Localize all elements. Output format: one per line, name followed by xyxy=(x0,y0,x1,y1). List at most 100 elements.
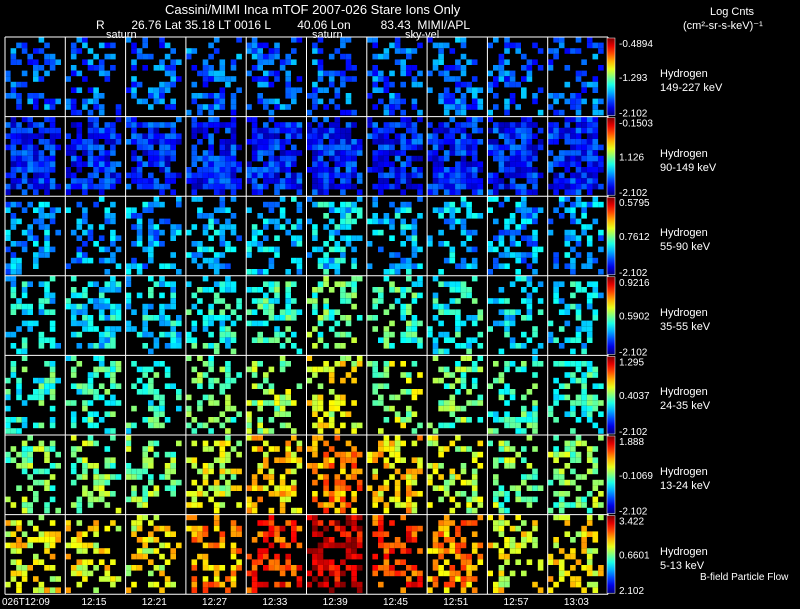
heatmap-cell xyxy=(547,133,554,139)
heatmap-cell xyxy=(521,394,527,401)
heatmap-cell xyxy=(21,207,28,213)
heatmap-cell xyxy=(406,496,412,503)
heatmap-cell xyxy=(27,139,33,145)
heatmap-cell xyxy=(213,514,220,521)
heatmap-panel xyxy=(306,514,363,593)
heatmap-cell xyxy=(328,570,335,577)
heatmap-cell xyxy=(164,303,171,310)
heatmap-cell xyxy=(466,246,472,253)
heatmap-cell xyxy=(460,133,467,139)
heatmap-cell xyxy=(191,257,198,264)
heatmap-cell xyxy=(148,315,154,321)
heatmap-cell xyxy=(592,109,599,116)
heatmap-cell xyxy=(5,496,11,503)
heatmap-cell xyxy=(417,183,423,190)
heatmap-cell xyxy=(230,320,237,327)
heatmap-panel xyxy=(125,514,182,593)
heatmap-cell xyxy=(98,93,105,99)
heatmap-cell xyxy=(291,257,297,264)
heatmap-cell xyxy=(427,326,433,332)
heatmap-cell xyxy=(586,468,593,475)
heatmap-cell xyxy=(246,502,252,508)
heatmap-cell xyxy=(406,155,412,162)
heatmap-cell xyxy=(142,246,148,253)
heatmap-cell xyxy=(55,377,61,384)
heatmap-cell xyxy=(104,570,111,577)
heatmap-cell xyxy=(509,150,516,156)
heatmap-cell xyxy=(38,246,45,253)
heatmap-cell xyxy=(279,400,286,406)
heatmap-cell xyxy=(279,155,286,162)
heatmap-cell xyxy=(378,337,384,343)
heatmap-cell xyxy=(592,172,599,179)
heatmap-cell xyxy=(564,411,571,417)
heatmap-cell xyxy=(213,281,220,287)
heatmap-cell xyxy=(581,440,587,447)
heatmap-cell xyxy=(213,440,220,447)
heatmap-cell xyxy=(257,520,263,526)
heatmap-cell xyxy=(33,93,39,99)
heatmap-cell xyxy=(323,422,329,429)
heatmap-cell xyxy=(411,525,418,532)
heatmap-cell xyxy=(49,366,56,373)
heatmap-cell xyxy=(351,537,357,543)
heatmap-cell xyxy=(340,422,346,429)
heatmap-cell xyxy=(570,446,576,452)
heatmap-cell xyxy=(76,48,83,54)
heatmap-cell xyxy=(110,372,116,378)
heatmap-cell xyxy=(432,435,439,441)
heatmap-cell xyxy=(389,451,395,458)
heatmap-cell xyxy=(317,553,324,560)
heatmap-cell xyxy=(328,122,335,128)
heatmap-cell xyxy=(170,229,176,236)
row-label: Hydrogen 24-35 keV xyxy=(660,385,710,413)
heatmap-cell xyxy=(558,37,565,43)
heatmap-cell xyxy=(131,116,137,123)
heatmap-cell xyxy=(93,343,99,349)
heatmap-cell xyxy=(274,178,280,184)
heatmap-cell xyxy=(400,229,406,236)
heatmap-cell xyxy=(471,104,478,110)
heatmap-cell xyxy=(5,451,11,458)
heatmap-cell xyxy=(246,570,252,577)
heatmap-cell xyxy=(466,263,472,269)
heatmap-cell xyxy=(176,542,182,549)
heatmap-cell xyxy=(477,183,484,190)
heatmap-cell xyxy=(306,377,313,384)
heatmap-cell xyxy=(76,133,83,139)
heatmap-cell xyxy=(93,496,99,503)
time-label: 12:27 xyxy=(202,597,228,608)
heatmap-cell xyxy=(406,263,412,269)
heatmap-cell xyxy=(372,167,378,173)
heatmap-cell xyxy=(87,98,94,105)
colorbar-min-label: -2.102 xyxy=(619,109,648,120)
heatmap-cell xyxy=(279,343,286,349)
heatmap-cell xyxy=(521,116,527,123)
heatmap-cell xyxy=(176,389,182,395)
heatmap-cell xyxy=(219,331,226,338)
heatmap-cell xyxy=(438,485,444,491)
heatmap-cell xyxy=(268,167,275,173)
heatmap-panel xyxy=(5,355,61,434)
heatmap-cell xyxy=(148,292,154,299)
heatmap-cell xyxy=(291,309,297,315)
heatmap-cell xyxy=(487,269,493,275)
heatmap-cell xyxy=(438,144,444,151)
heatmap-cell xyxy=(257,183,263,190)
heatmap-cell xyxy=(191,463,198,469)
heatmap-cell xyxy=(251,183,258,190)
heatmap-cell xyxy=(70,565,77,571)
heatmap-cell xyxy=(570,201,576,208)
heatmap-cell xyxy=(131,565,137,571)
heatmap-cell xyxy=(323,172,329,179)
heatmap-cell xyxy=(340,298,346,304)
heatmap-cell xyxy=(493,183,499,190)
heatmap-cell xyxy=(191,581,198,588)
heatmap-cell xyxy=(104,150,111,156)
heatmap-cell xyxy=(449,287,456,293)
heatmap-cell xyxy=(493,428,499,434)
heatmap-cell xyxy=(570,576,576,582)
heatmap-cell xyxy=(230,337,237,343)
heatmap-cell xyxy=(202,315,209,321)
heatmap-cell xyxy=(5,417,11,423)
